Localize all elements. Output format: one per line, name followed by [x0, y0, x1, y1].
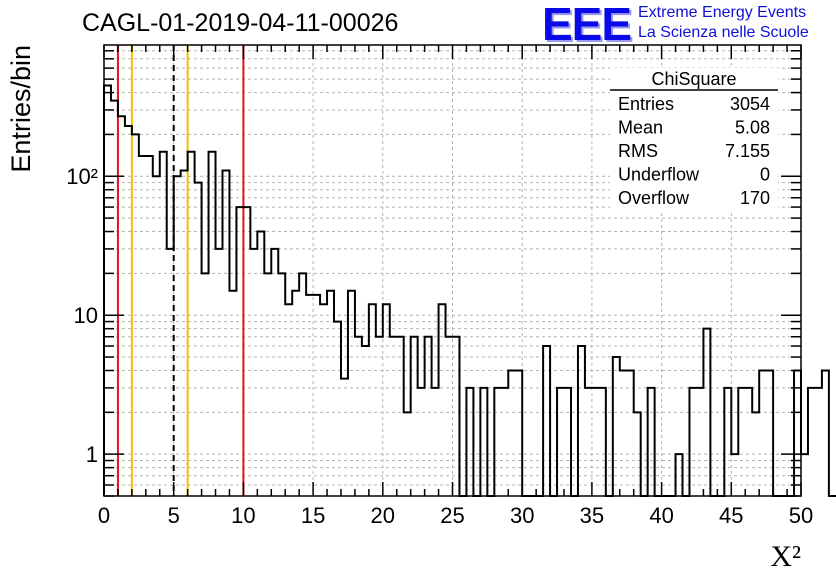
stats-box-background	[610, 68, 778, 210]
stats-row-label: RMS	[618, 141, 658, 161]
x-tick-label: 30	[510, 503, 534, 528]
stats-box-title: ChiSquare	[651, 69, 736, 89]
stats-row-label: Underflow	[618, 165, 700, 185]
x-tick-label: 10	[231, 503, 255, 528]
logo-text-line1: Extreme Energy Events	[638, 4, 807, 21]
x-tick-label: 40	[649, 503, 673, 528]
x-tick-label: 50	[789, 503, 813, 528]
x-tick-label: 20	[371, 503, 395, 528]
axis-ticks	[103, 45, 802, 497]
y-tick-labels: 1 10 10²	[66, 164, 98, 467]
x-tick-label: 25	[440, 503, 464, 528]
reference-lines	[116, 45, 245, 496]
logo-mark: EEE	[542, 0, 632, 50]
y-axis-label: Entries/bin	[6, 45, 36, 173]
x-axis-label: X²	[770, 540, 801, 572]
y-tick-label: 10	[74, 303, 98, 328]
stats-row-label: Overflow	[618, 188, 690, 208]
stats-row-label: Mean	[618, 118, 663, 138]
x-tick-label: 15	[301, 503, 325, 528]
stats-row-value: 7.155	[725, 141, 770, 161]
stats-row-label: Entries	[618, 94, 674, 114]
stats-row-value: 3054	[730, 94, 770, 114]
y-tick-label: 1	[86, 442, 98, 467]
y-tick-label: 10²	[66, 164, 98, 189]
x-tick-label: 45	[719, 503, 743, 528]
grid	[104, 45, 801, 497]
stats-box-rows: Entries 3054 Mean 5.08 RMS 7.155 Underflow 0 Ove…	[618, 94, 770, 208]
x-tick-label: 35	[580, 503, 604, 528]
logo-text-line2: La Scienza nelle Scuole	[638, 24, 809, 41]
x-tick-label: 0	[98, 503, 110, 528]
stats-row-value: 5.08	[735, 118, 770, 138]
stats-row-value: 170	[740, 188, 770, 208]
stats-box: ChiSquare Entries 3054 Mean 5.08 RMS 7.155 Und…	[610, 68, 778, 210]
x-tick-label: 5	[168, 503, 180, 528]
chart-title: CAGL-01-2019-04-11-00026	[82, 9, 399, 37]
stats-row-value: 0	[760, 165, 770, 185]
x-tick-labels: 0 5 10 15 20 25 30 35 40 45 50	[98, 503, 813, 528]
